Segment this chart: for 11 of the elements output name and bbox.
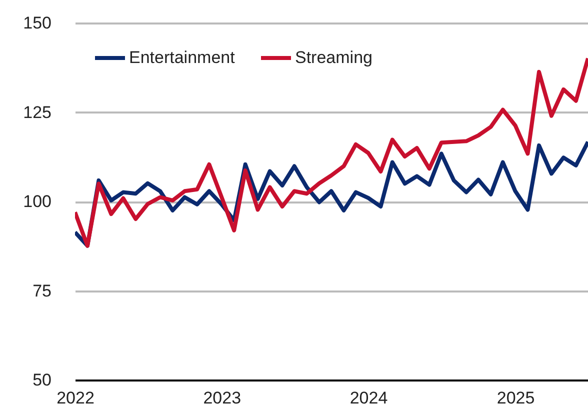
x-tick-label: 2024 <box>350 388 388 408</box>
y-tick-label: 125 <box>23 102 52 122</box>
x-tick-label: 2025 <box>496 388 535 408</box>
x-tick-label: 2022 <box>56 388 94 408</box>
x-tick-label: 2023 <box>203 388 242 408</box>
legend-label: Entertainment <box>129 48 236 67</box>
y-tick-label: 50 <box>32 370 52 390</box>
y-tick-label: 100 <box>23 192 52 211</box>
legend-label: Streaming <box>295 48 372 67</box>
y-tick-label: 150 <box>23 14 52 32</box>
y-tick-label: 75 <box>32 281 52 300</box>
